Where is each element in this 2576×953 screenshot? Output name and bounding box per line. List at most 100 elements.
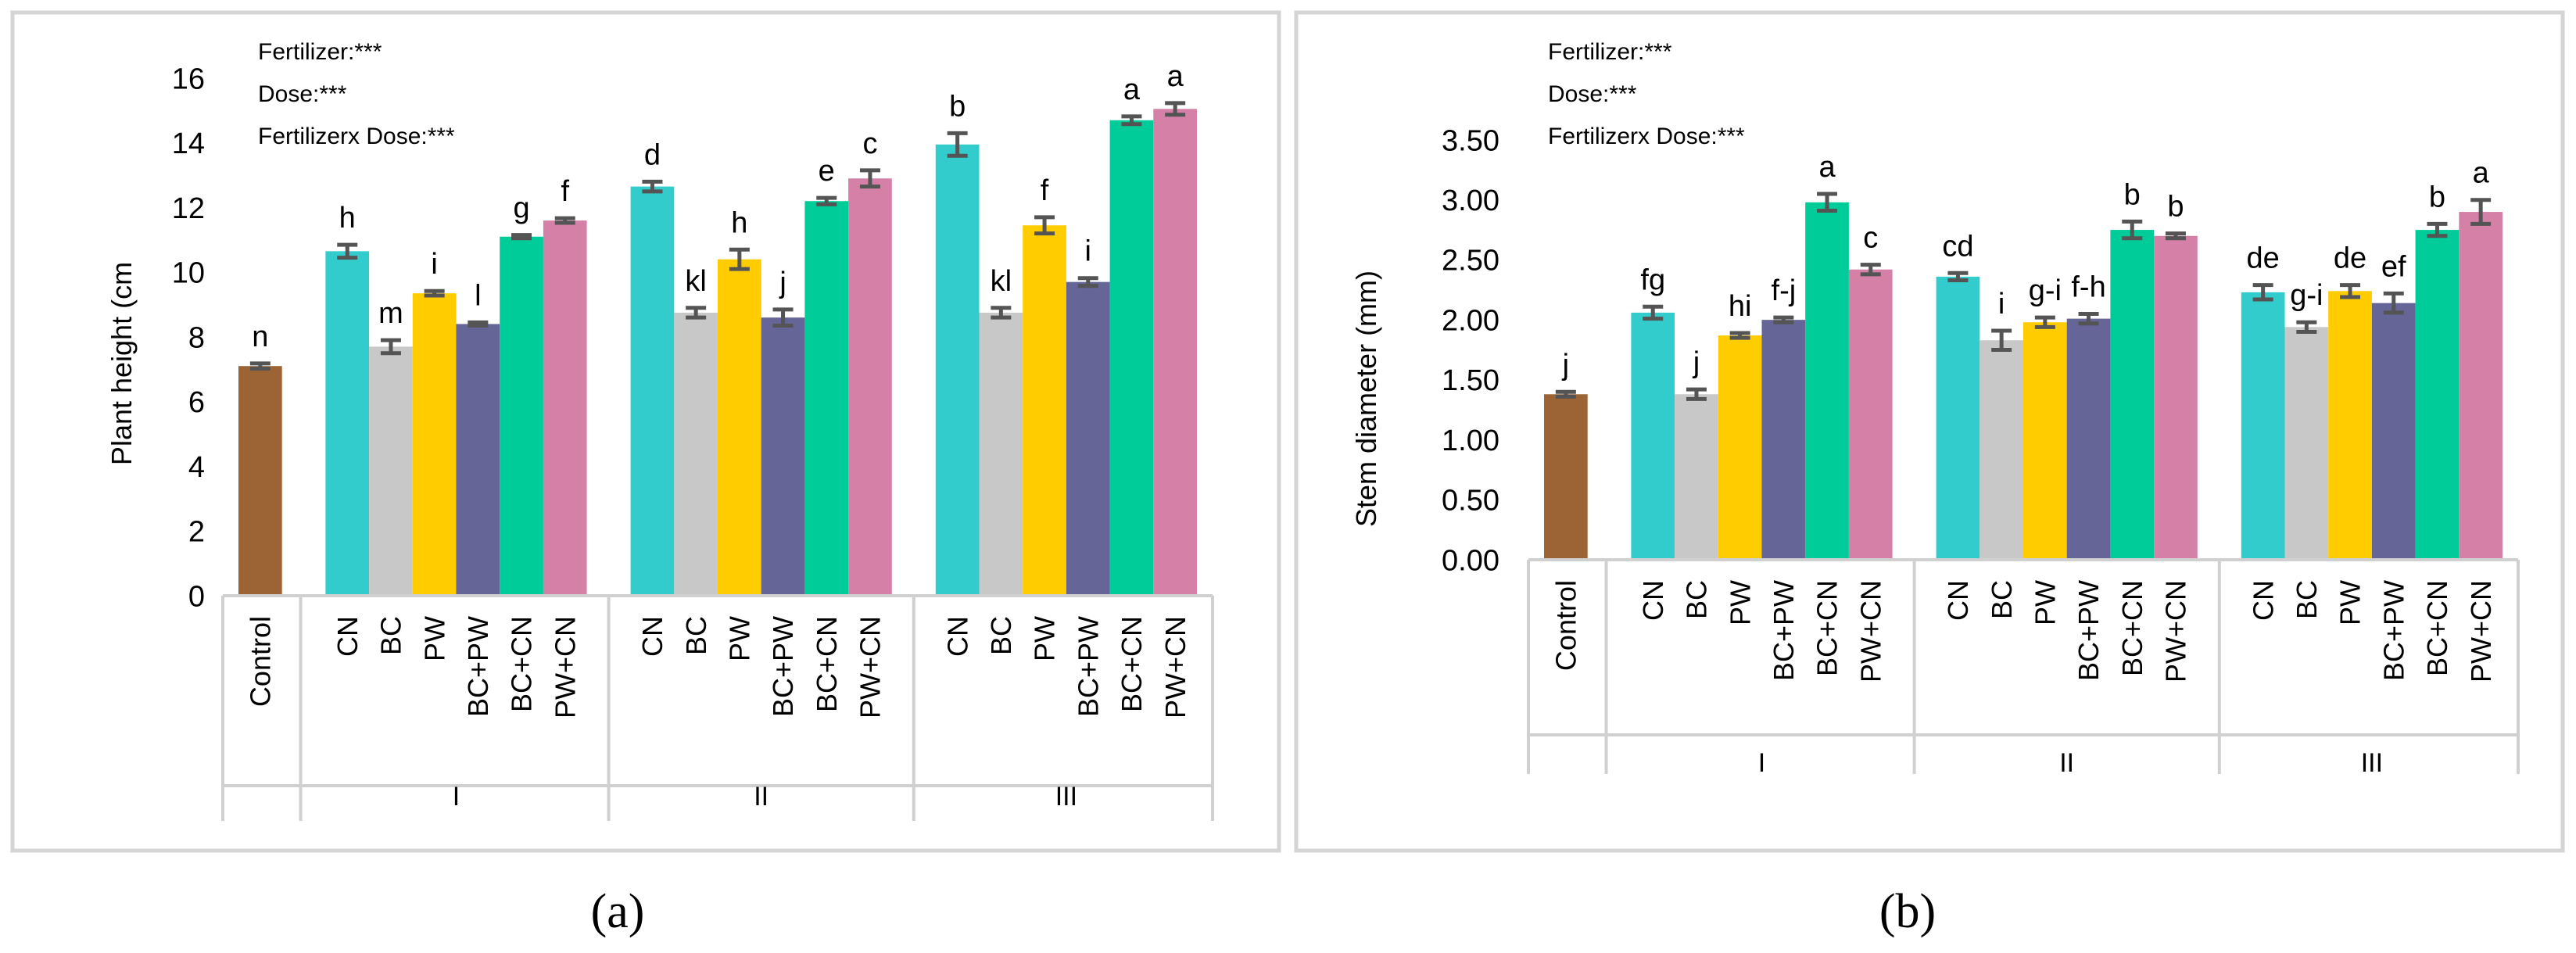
panel-a-category-label: BC+CN <box>1116 616 1148 712</box>
panel-a-bar-bc-plus-pw-iii-letter: i <box>1085 235 1091 268</box>
panel-a-bar-control-control <box>238 366 282 596</box>
panel-b-category-label: PW <box>2029 580 2061 625</box>
panel-a-bar-cn-iii-error-bar <box>947 131 968 158</box>
panel-a-bar-bc-plus-pw-ii <box>761 317 805 596</box>
panel-b-bar-bc-plus-cn-iii <box>2415 230 2460 560</box>
panel-a-bar-pw-plus-cn-i-error-bar <box>554 216 575 225</box>
panel-a-bar-pw-plus-cn-iii-error-bar <box>1165 101 1186 117</box>
panel-b-y-tick-label: 0.00 <box>1442 544 1499 577</box>
panel-b-bar-pw-iii <box>2328 291 2372 560</box>
panel-b-category-label: PW+CN <box>2465 580 2497 683</box>
panel-a-bar-cn-i-error-bar <box>337 242 358 260</box>
panel-a-bar-cn-ii-letter: d <box>644 138 661 171</box>
panel-b-bar-cn-ii-error-bar <box>1947 270 1969 283</box>
panel-b-bar-pw-plus-cn-ii-error-bar <box>2165 231 2186 241</box>
panel-a-category-label: CN <box>331 616 364 657</box>
panel-a-category-label: PW <box>723 616 755 661</box>
panel-b-bar-bc-plus-pw-iii <box>2371 303 2416 560</box>
panel-b-bar-pw-plus-cn-iii <box>2459 212 2503 560</box>
panel-b-category-label: BC+CN <box>2421 580 2453 676</box>
panel-a-category-label: PW <box>1029 616 1061 661</box>
panel-a-bar-pw-plus-cn-i <box>543 220 587 596</box>
panel-a-bar-bc-plus-pw-iii-error-bar <box>1077 276 1098 288</box>
panel-b-category-label: BC+PW <box>2073 580 2105 681</box>
panel-b-bar-cn-i-error-bar <box>1643 304 1664 321</box>
panel-a-bar-bc-plus-cn-i-letter: g <box>513 192 529 225</box>
panel-b-y-tick-label: 3.00 <box>1442 185 1499 217</box>
panel-a-group-label-ii: II <box>754 782 769 811</box>
panel-b-bar-bc-plus-pw-iii-letter: ef <box>2381 250 2406 283</box>
panel-a-y-tick-label: 6 <box>188 386 205 419</box>
panel-a-bar-bc-i-letter: m <box>378 297 403 330</box>
panel-b-bar-pw-i-error-bar <box>1729 331 1750 340</box>
panel-b-bar-bc-iii-error-bar <box>2296 320 2317 334</box>
panel-b-category-label: BC+PW <box>1768 580 1800 681</box>
panel-b-bar-bc-i-error-bar <box>1686 387 1707 401</box>
panel-a-bar-bc-plus-cn-i <box>500 236 543 596</box>
panel-b-bar-cn-i <box>1631 312 1675 560</box>
panel-b-label: (b) <box>1879 885 1936 938</box>
panel-b-group-label-i: I <box>1758 748 1765 778</box>
panel-b-category-label: PW <box>2334 580 2366 625</box>
panel-a-bar-control-control-letter: n <box>252 321 268 353</box>
panel-b-bar-cn-iii <box>2241 292 2285 560</box>
panel-b-category-label: BC+PW <box>2377 580 2409 681</box>
panel-a-bar-pw-i <box>412 293 457 596</box>
panel-a-bar-cn-i-letter: h <box>339 202 356 235</box>
panel-a-bar-bc-ii-letter: kl <box>685 265 706 298</box>
panel-b-bar-pw-i-letter: hi <box>1729 290 1752 323</box>
panel-b-y-tick-label: 3.50 <box>1442 124 1499 157</box>
panel-a-bar-control-control-error-bar <box>249 361 270 371</box>
panel-a-bar-bc-plus-cn-ii-error-bar <box>816 195 837 206</box>
panel-b-bar-pw-plus-cn-iii-error-bar <box>2470 198 2492 226</box>
panel-a-y-tick-label: 10 <box>172 257 205 290</box>
panel-a-bar-pw-i-error-bar <box>424 288 445 298</box>
panel-a-bar-bc-plus-cn-ii <box>804 201 849 596</box>
panel-a-category-label: BC <box>985 616 1017 655</box>
panel-a-bar-pw-plus-cn-ii-error-bar <box>859 168 880 189</box>
panel-a-y-tick-labels: 0 2 4 6 8 10 12 14 16 <box>172 63 205 613</box>
panel-b-group-label-iii: III <box>2361 748 2383 778</box>
panel-b-group-label-ii: II <box>2059 748 2074 778</box>
panel-b-category-label: PW+CN <box>1854 580 1886 683</box>
panel-b-bar-bc-plus-pw-ii-error-bar <box>2078 311 2099 326</box>
panel-a-bar-bc-plus-pw-ii-letter: j <box>779 267 786 299</box>
panel-b-bar-bc-iii <box>2284 327 2329 560</box>
panel-a-y-tick-label: 2 <box>188 516 205 549</box>
panel-a-bar-pw-plus-cn-iii-letter: a <box>1167 60 1184 93</box>
panel-b-bar-bc-plus-cn-i <box>1805 202 1849 560</box>
panel-b-category-label: BC <box>1986 580 2018 619</box>
panel-b-bar-bc-plus-pw-ii <box>2066 318 2111 560</box>
panel-b-bar-pw-plus-cn-ii <box>2154 235 2198 560</box>
panel-a-bar-cn-iii <box>935 144 980 597</box>
panel-a-bar-cn-i <box>325 251 370 596</box>
panel-a-bar-pw-i-letter: i <box>431 248 437 281</box>
panel-a-category-label: BC <box>375 616 407 655</box>
panel-b-y-tick-label: 1.00 <box>1442 425 1499 457</box>
panel-a-bar-bc-i-error-bar <box>380 338 401 356</box>
panel-b-bar-pw-iii-letter: de <box>2334 242 2366 275</box>
panel-b-bar-bc-plus-cn-ii-error-bar <box>2122 219 2143 241</box>
panel-a-bar-pw-ii <box>718 259 761 596</box>
panel-a-bar-pw-plus-cn-i-letter: f <box>561 175 569 208</box>
panel-b-bar-bc-ii-letter: i <box>1998 288 2005 321</box>
panel-b-bar-pw-plus-cn-i <box>1848 269 1893 560</box>
panel-a-y-axis-label: Plant height (cm <box>106 262 138 465</box>
panel-b-category-label: Control <box>1550 580 1582 671</box>
panel-a-bar-bc-plus-cn-iii-letter: a <box>1123 73 1141 106</box>
panel-a-bar-bc-plus-pw-iii <box>1066 281 1110 596</box>
panel-a-category-label: PW+CN <box>1159 616 1191 718</box>
panel-b-bar-pw-ii-letter: g-i <box>2029 274 2062 307</box>
panel-b-bar-cn-ii-letter: cd <box>1942 230 1973 263</box>
panel-a-bar-bc-plus-cn-iii-error-bar <box>1121 114 1142 127</box>
panel-a-bar-bc-plus-pw-i-error-bar <box>468 320 489 328</box>
panel-b-category-label: BC+CN <box>1811 580 1843 676</box>
panel-b-y-axis-label: Stem diameter (mm) <box>1350 270 1382 527</box>
panel-b-bar-pw-iii-error-bar <box>2340 283 2361 299</box>
panel-b-y-tick-label: 2.50 <box>1442 245 1499 278</box>
panel-a-category-label: PW+CN <box>549 616 581 718</box>
panel-a-y-tick-label: 12 <box>172 192 205 225</box>
panel-a-bar-bc-plus-cn-iii <box>1109 120 1154 597</box>
panel-a-y-tick-label: 16 <box>172 63 205 95</box>
